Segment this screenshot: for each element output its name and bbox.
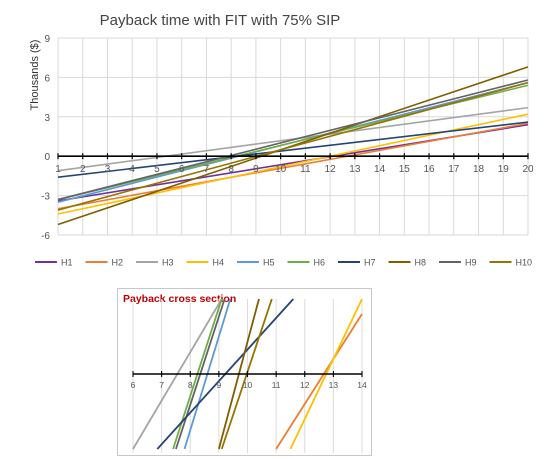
series-line-h2 bbox=[57, 122, 529, 210]
legend-label: H4 bbox=[213, 258, 225, 268]
legend-label: H7 bbox=[364, 258, 376, 268]
legend-label: H9 bbox=[465, 258, 477, 268]
main-y-tick-labels: -6 -3 0 3 6 9 bbox=[41, 34, 50, 242]
main-chart-title: Payback time with FIT with 75% SIP bbox=[100, 12, 341, 29]
x-tick-label: 17 bbox=[448, 164, 460, 175]
x-tick-label: 11 bbox=[300, 164, 311, 175]
cross-section-chart: Payback cross section 6 7 8 9 10 11 12 13 14 bbox=[123, 293, 367, 453]
x-tick-label: 16 bbox=[423, 164, 435, 175]
legend-label: H8 bbox=[415, 258, 427, 268]
x-tick-label: 9 bbox=[253, 164, 259, 175]
main-series-group bbox=[57, 66, 529, 226]
x-tick-label: 7 bbox=[204, 164, 210, 175]
legend-label: H3 bbox=[162, 258, 174, 268]
series-line-h7 bbox=[57, 121, 529, 179]
y-tick-label: -6 bbox=[41, 231, 50, 242]
y-tick-label: -3 bbox=[41, 192, 50, 203]
series-line-h9 bbox=[57, 79, 529, 201]
x-tick-label: 1 bbox=[55, 164, 61, 175]
legend-label: H10 bbox=[516, 258, 533, 268]
inset-x-tick-label: 10 bbox=[243, 380, 253, 390]
x-tick-label: 18 bbox=[473, 164, 485, 175]
legend-label: H1 bbox=[61, 258, 73, 268]
main-x-tick-labels: 1 2 3 4 5 6 7 8 9 10 11 12 13 14 15 16 17 18 19 20 bbox=[55, 164, 534, 175]
x-tick-label: 4 bbox=[129, 164, 135, 175]
inset-x-tick-label: 12 bbox=[300, 380, 310, 390]
inset-x-tick-label: 6 bbox=[131, 380, 136, 390]
inset-series-line-h2 bbox=[275, 313, 363, 450]
inset-x-tick-label: 8 bbox=[188, 380, 193, 390]
x-tick-label: 10 bbox=[275, 164, 287, 175]
legend-label: H6 bbox=[314, 258, 326, 268]
inset-x-axis bbox=[132, 371, 363, 377]
inset-title: Payback cross section bbox=[123, 293, 236, 305]
x-tick-label: 12 bbox=[325, 164, 337, 175]
main-chart: Payback time with FIT with 75% SIP Thous… bbox=[29, 12, 534, 268]
y-tick-label: 0 bbox=[44, 152, 50, 163]
y-axis-label: Thousands ($) bbox=[29, 40, 41, 111]
inset-x-tick-labels: 6 7 8 9 10 11 12 13 14 bbox=[131, 380, 367, 390]
x-tick-label: 19 bbox=[498, 164, 510, 175]
main-gridlines bbox=[57, 37, 529, 236]
y-tick-label: 6 bbox=[44, 73, 50, 84]
x-tick-label: 3 bbox=[105, 164, 111, 175]
series-line-h10 bbox=[57, 81, 529, 211]
x-tick-label: 2 bbox=[80, 164, 86, 175]
legend-label: H5 bbox=[263, 258, 275, 268]
x-tick-label: 14 bbox=[374, 164, 386, 175]
inset-x-tick-label: 14 bbox=[357, 380, 367, 390]
x-tick-label: 13 bbox=[349, 164, 361, 175]
x-tick-label: 6 bbox=[179, 164, 185, 175]
legend-label: H2 bbox=[112, 258, 124, 268]
x-tick-label: 15 bbox=[399, 164, 411, 175]
inset-x-tick-label: 7 bbox=[159, 380, 164, 390]
inset-x-tick-label: 9 bbox=[217, 380, 222, 390]
inset-x-tick-label: 11 bbox=[272, 380, 281, 390]
inset-x-tick-label: 13 bbox=[329, 380, 339, 390]
x-tick-label: 20 bbox=[522, 164, 534, 175]
y-tick-label: 3 bbox=[44, 113, 50, 124]
y-tick-label: 9 bbox=[44, 34, 50, 45]
legend: H1 H2 H3 H4 H5 H6 H7 H8 H9 H10 bbox=[35, 258, 532, 268]
x-tick-label: 5 bbox=[154, 164, 160, 175]
cross-section-inset: Payback cross section 6 7 8 9 10 11 12 13 14 bbox=[117, 288, 372, 456]
x-tick-label: 8 bbox=[228, 164, 234, 175]
main-x-axis bbox=[57, 153, 529, 160]
